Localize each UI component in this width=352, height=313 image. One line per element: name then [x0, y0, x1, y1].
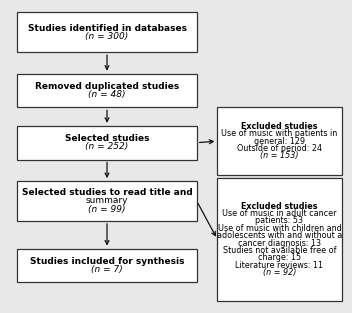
Text: Studies not available free of: Studies not available free of — [223, 246, 336, 255]
Text: Excluded studies: Excluded studies — [241, 122, 318, 131]
Text: adolescents with and without a: adolescents with and without a — [217, 231, 342, 240]
Text: general: 129: general: 129 — [254, 137, 305, 146]
FancyBboxPatch shape — [17, 181, 197, 221]
Text: Outside of period: 24: Outside of period: 24 — [237, 144, 322, 153]
FancyBboxPatch shape — [218, 178, 341, 301]
Text: Selected studies to read title and: Selected studies to read title and — [21, 188, 193, 197]
Text: (n = 99): (n = 99) — [88, 205, 126, 214]
Text: Use of music in adult cancer: Use of music in adult cancer — [222, 209, 337, 218]
FancyBboxPatch shape — [17, 249, 197, 282]
Text: Removed duplicated studies: Removed duplicated studies — [35, 82, 179, 91]
Text: charge: 15: charge: 15 — [258, 253, 301, 262]
Text: (n = 300): (n = 300) — [86, 32, 128, 41]
Text: patients: 53: patients: 53 — [256, 216, 303, 225]
Text: Literature reviews: 11: Literature reviews: 11 — [235, 261, 323, 270]
Text: (n = 7): (n = 7) — [91, 265, 123, 274]
Text: (n = 48): (n = 48) — [88, 90, 126, 99]
Text: summary: summary — [86, 197, 128, 205]
Text: (n = 153): (n = 153) — [260, 151, 299, 161]
Text: Selected studies: Selected studies — [65, 134, 149, 143]
Text: (n = 252): (n = 252) — [86, 142, 128, 151]
Text: (n = 92): (n = 92) — [263, 268, 296, 277]
Text: Use of music with children and: Use of music with children and — [218, 224, 341, 233]
Text: Studies identified in databases: Studies identified in databases — [27, 23, 187, 33]
Text: Excluded studies: Excluded studies — [241, 202, 318, 211]
FancyBboxPatch shape — [218, 107, 341, 175]
FancyBboxPatch shape — [17, 74, 197, 107]
Text: cancer diagnosis: 13: cancer diagnosis: 13 — [238, 239, 321, 248]
FancyBboxPatch shape — [17, 12, 197, 52]
Text: Use of music with patients in: Use of music with patients in — [221, 129, 338, 138]
Text: Studies included for synthesis: Studies included for synthesis — [30, 257, 184, 266]
FancyBboxPatch shape — [17, 126, 197, 160]
